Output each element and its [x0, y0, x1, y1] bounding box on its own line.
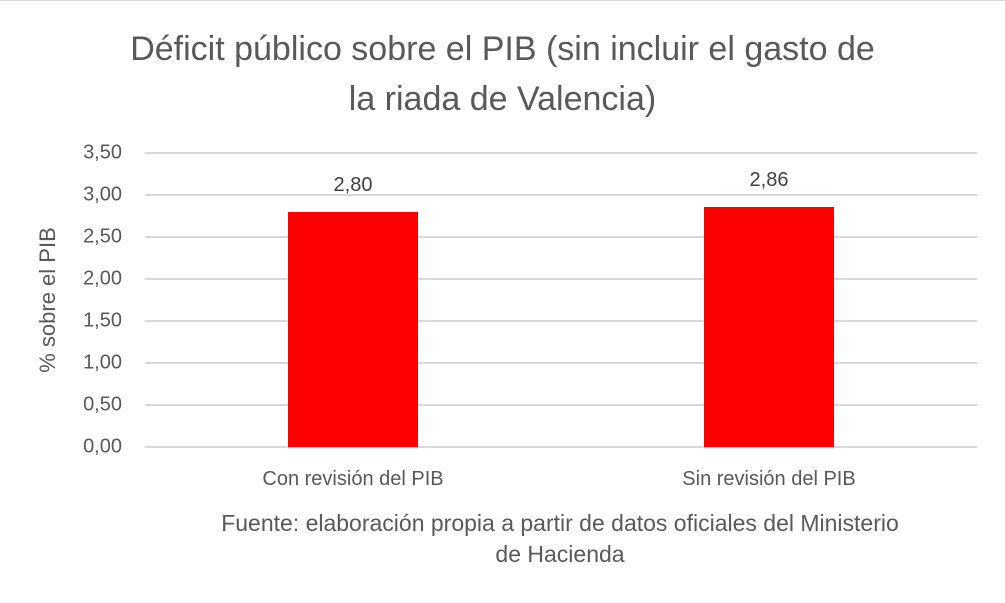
- gridline: [145, 194, 977, 196]
- data-label: 2,80: [333, 173, 373, 196]
- bar: [704, 206, 834, 447]
- y-tick-label: 0,50: [83, 393, 122, 416]
- y-tick-label: 1,50: [83, 309, 122, 332]
- gridline: [145, 446, 977, 448]
- y-tick-label: 3,50: [83, 141, 122, 164]
- chart-title-line-2: la riada de Valencia): [348, 80, 657, 118]
- source-note-line-1: Fuente: elaboración propia a partir de d…: [221, 510, 899, 536]
- gridline: [145, 278, 977, 280]
- y-tick-label: 1,00: [83, 351, 122, 374]
- gridline: [145, 152, 977, 154]
- y-tick-label: 0,00: [83, 435, 122, 458]
- gridline: [145, 236, 977, 238]
- data-label: 2,86: [749, 168, 789, 191]
- y-tick-label: 2,50: [83, 225, 122, 248]
- gridline: [145, 320, 977, 322]
- x-category-label: Con revisión del PIB: [262, 468, 444, 490]
- y-tick-label: 3,00: [83, 183, 122, 206]
- bar: [288, 211, 418, 447]
- x-category-label: Sin revisión del PIB: [682, 468, 856, 490]
- source-note-line-2: de Hacienda: [495, 541, 625, 567]
- gridline: [145, 362, 977, 364]
- chart-title: Déficit público sobre el PIB (sin inclui…: [0, 24, 1005, 124]
- chart-title-line-1: Déficit público sobre el PIB (sin inclui…: [130, 30, 875, 68]
- y-tick-label: 2,00: [83, 267, 122, 290]
- gridline: [145, 404, 977, 406]
- source-note: Fuente: elaboración propia a partir de d…: [140, 508, 980, 570]
- top-border: [0, 0, 1005, 1]
